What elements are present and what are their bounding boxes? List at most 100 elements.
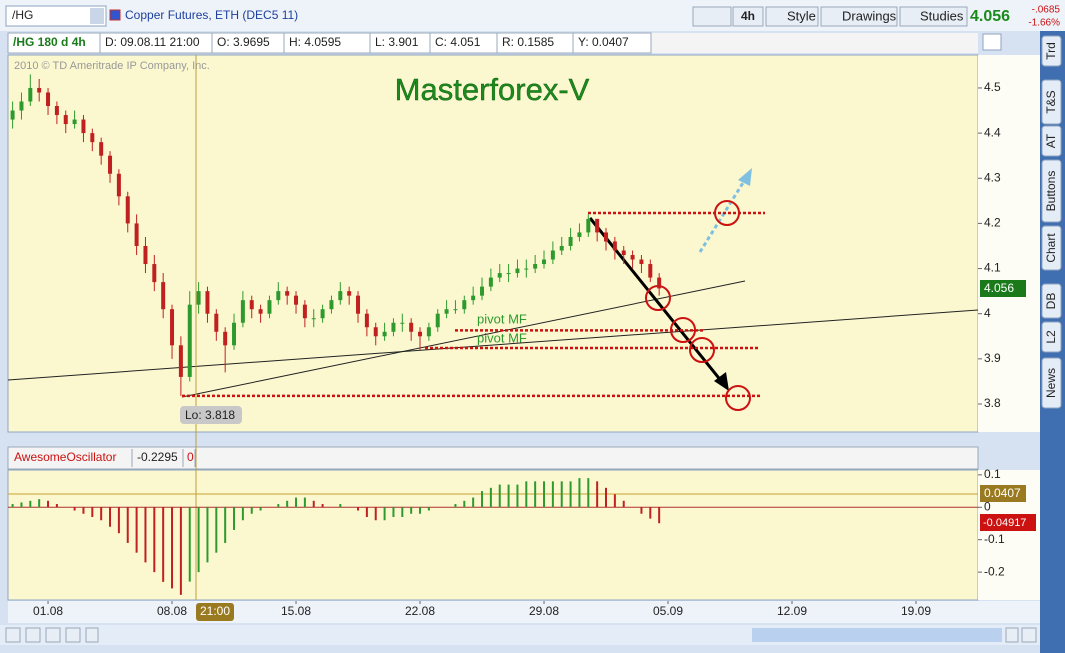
side-tab-label[interactable]: Chart [1044,233,1058,263]
scroll-right[interactable] [1005,627,1019,643]
candle-body [506,273,511,275]
candle-body [453,309,458,311]
candle-body [249,300,254,310]
pan[interactable] [65,627,81,643]
target-circle [725,385,751,411]
y-tick-label: -0.2 [984,564,1005,578]
candle-body [471,295,476,301]
trend-line [181,280,746,398]
side-tab-label[interactable]: Buttons [1044,171,1058,212]
drawings-label[interactable]: Drawings [842,8,897,23]
y-tick-label: 4.4 [984,125,1001,139]
y-tick-label: 4.1 [984,261,1001,275]
candle-body [515,268,520,274]
side-tab-label[interactable]: L2 [1044,330,1058,344]
candle-body [329,300,334,310]
studies-label[interactable]: Studies [920,8,964,23]
candle-body [72,119,77,125]
y-tick-label: 3.8 [984,396,1001,410]
side-tab-label[interactable]: AT [1044,133,1058,148]
candle-body [347,291,352,296]
style-button[interactable] [765,6,819,27]
side-tab[interactable] [1041,283,1062,319]
side-tab-label[interactable]: DB [1044,293,1058,310]
trend-line [7,309,979,381]
candle-body [586,218,591,233]
time-axis [8,601,1040,623]
side-tab[interactable] [1041,357,1062,409]
candle-body [267,300,272,314]
candle-body [54,106,59,116]
candle-body [196,291,201,305]
timeframe[interactable]: 4h [741,9,755,23]
timeframe-button[interactable] [732,6,764,27]
chart-settings[interactable] [982,33,1002,51]
side-tabs: Trd T&S AT Buttons Chart DB L2 News [1041,35,1062,409]
zoom-in[interactable] [25,627,41,643]
candle-body [90,133,95,143]
scroll-thumb[interactable] [752,628,1002,642]
side-tab[interactable] [1041,79,1062,125]
side-tab[interactable] [1041,225,1062,271]
zoom-out[interactable] [45,627,61,643]
candle-body [10,110,15,120]
candle-body [311,318,316,320]
candle-body [152,264,157,283]
scroll-end[interactable] [1021,627,1037,643]
candle-body [81,119,86,134]
side-tab[interactable] [1041,159,1062,223]
time-tag-label: 21:00 [200,604,230,618]
ao-tag-label: -0.04917 [983,517,1026,529]
chart-title: Masterforex-V [395,72,590,107]
candle-body [409,322,414,332]
candle-body [302,304,307,319]
cursor-tag [980,485,1026,502]
candle-body [435,313,440,328]
candle-body [232,322,237,346]
scroll-left[interactable] [85,627,99,643]
candle-body [134,223,139,246]
side-tab-label[interactable]: Trd [1044,42,1058,60]
info-cells: /HG 180 d 4h D: 09.08.11 21:00 O: 3.9695 H:… [7,32,652,54]
ao-tag [980,514,1036,531]
style-label[interactable]: Style [787,8,816,23]
y-tick-label: -0.1 [984,532,1005,546]
drawings-button[interactable] [820,6,898,27]
info-text: D: 09.08.11 21:00 [105,35,200,49]
side-tab-label[interactable]: T&S [1044,90,1058,113]
candle-body [285,291,290,296]
info-text: O: 3.9695 [217,35,270,49]
time-tag [196,603,234,621]
info-text: L: 3.901 [375,35,419,49]
side-tab[interactable] [1041,35,1062,67]
candle-body [46,92,51,107]
plot: 3.8 3.9 4 4.1 4.2 4.3 4.4 4.5 0.1 0 -0.1 -0.2 01.08 0… [8,74,1005,618]
candle-body [364,313,369,328]
candle-body [108,155,113,174]
side-tab-label[interactable]: News [1044,368,1058,398]
change-pct: -1.66% [1028,18,1060,29]
x-tick-label: 01.08 [33,604,63,618]
candle-body [214,313,219,332]
candle-body [205,291,210,314]
candle-body [444,309,449,314]
studies-button[interactable] [899,6,968,27]
side-tab[interactable] [1041,125,1062,157]
candle-body [488,277,493,287]
candle-body [568,236,573,246]
price-tag [980,280,1026,297]
last-price: 4.056 [970,8,1010,25]
candle-body [170,309,175,346]
side-tab[interactable] [1041,321,1062,353]
candle-body [550,250,555,260]
zoom-button[interactable] [5,627,21,643]
symbol-dropdown[interactable] [90,8,104,24]
candle-body [462,300,467,310]
candle-body [621,250,626,256]
info-text: H: 4.0595 [289,35,341,49]
symbol[interactable]: /HG [12,8,33,22]
candle-body [612,241,617,251]
tool-button[interactable] [692,6,732,27]
symbol-box[interactable] [5,5,107,27]
info-text: Y: 0.0407 [578,35,629,49]
